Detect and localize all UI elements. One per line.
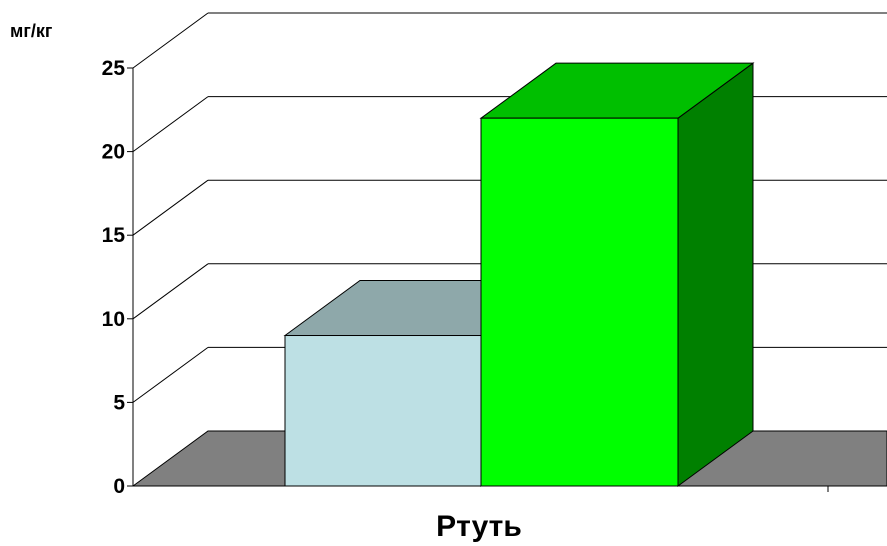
y-tick-label: 10 [102, 308, 125, 331]
y-axis-ticks: 0 5 10 15 20 25 [102, 57, 133, 498]
y-tick-label: 15 [102, 224, 126, 247]
bar-series-2 [479, 62, 755, 487]
gridline-diagonal [132, 179, 209, 236]
bar-front-face [284, 335, 482, 487]
bar-front-face [480, 117, 679, 487]
y-axis-unit-label: мг/кг [10, 21, 53, 41]
gridline-diagonal [132, 12, 209, 69]
y-tick-label: 5 [113, 391, 125, 414]
bar-side-face [677, 62, 754, 487]
x-axis-label: Ртуть [436, 510, 522, 543]
bars-group [283, 62, 755, 487]
gridline-diagonal [132, 346, 209, 403]
gridline-diagonal [132, 263, 209, 320]
gridline-diagonal [132, 96, 209, 153]
y-tick-label: 0 [113, 475, 125, 498]
y-tick-label: 20 [102, 141, 125, 164]
y-tick-label: 25 [102, 57, 126, 80]
